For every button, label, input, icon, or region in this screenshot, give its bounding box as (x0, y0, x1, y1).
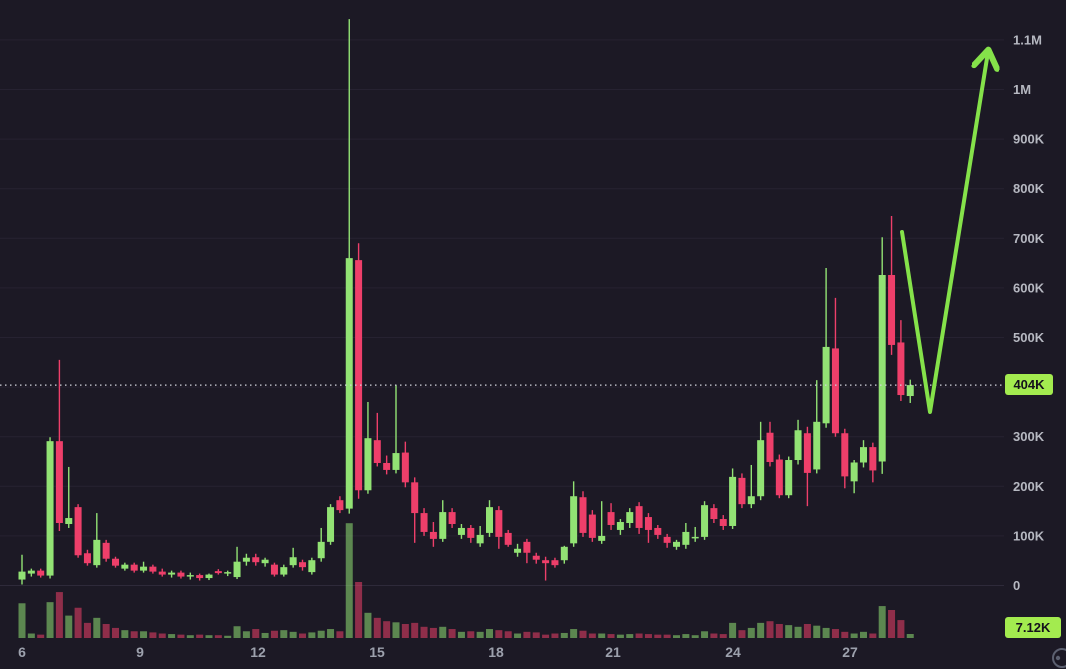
candlestick-series (18, 19, 914, 585)
svg-text:300K: 300K (1013, 429, 1045, 444)
grid-lines (0, 39, 1004, 586)
svg-text:12: 12 (250, 644, 266, 660)
svg-text:900K: 900K (1013, 132, 1045, 147)
svg-text:100K: 100K (1013, 528, 1045, 543)
svg-text:0: 0 (1013, 578, 1020, 593)
svg-text:6: 6 (18, 644, 26, 660)
logo-icon[interactable] (1052, 648, 1066, 668)
svg-text:800K: 800K (1013, 181, 1045, 196)
price-badge: 404K (1005, 374, 1053, 395)
svg-text:9: 9 (136, 644, 144, 660)
x-axis[interactable]: 6 9 12 15 18 21 24 27 (18, 644, 858, 660)
svg-text:200K: 200K (1013, 479, 1045, 494)
volume-badge: 7.12K (1005, 617, 1061, 638)
svg-text:1M: 1M (1013, 82, 1031, 97)
svg-text:600K: 600K (1013, 280, 1045, 295)
svg-text:21: 21 (605, 644, 621, 660)
svg-text:500K: 500K (1013, 330, 1045, 345)
y-axis[interactable]: 1.1M 1M 900K 800K 700K 600K 500K 300K 200K 100K 0 (1013, 32, 1045, 593)
volume-series (18, 523, 914, 638)
svg-text:24: 24 (725, 644, 741, 660)
svg-text:1.1M: 1.1M (1013, 32, 1042, 47)
svg-text:15: 15 (369, 644, 385, 660)
trend-arrow-drawing[interactable] (900, 52, 988, 414)
svg-text:18: 18 (488, 644, 504, 660)
svg-text:27: 27 (842, 644, 858, 660)
svg-text:700K: 700K (1013, 231, 1045, 246)
